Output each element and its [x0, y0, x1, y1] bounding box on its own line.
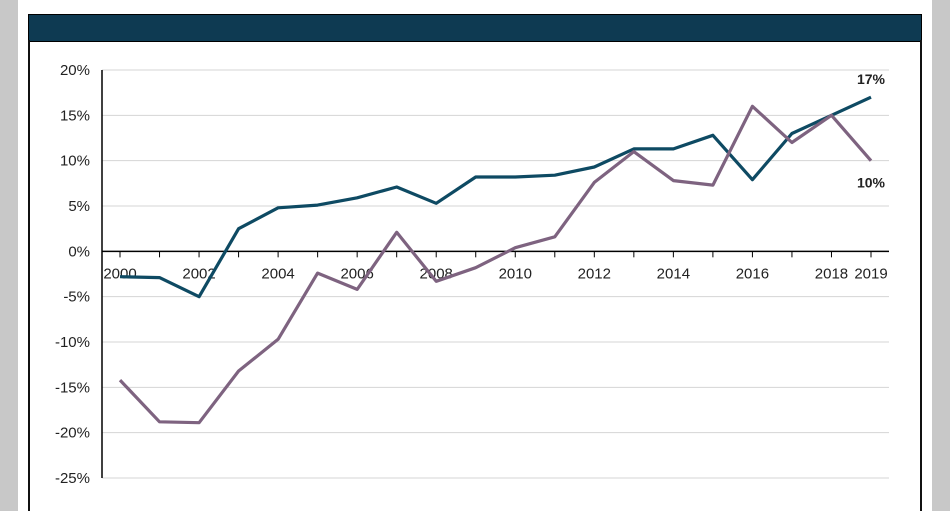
frame-left-border: [28, 40, 30, 511]
frame-right-border: [920, 40, 922, 511]
x-tick-label: 2016: [736, 265, 769, 282]
y-tick-label: -10%: [55, 334, 90, 351]
x-tick-label: 2004: [261, 265, 294, 282]
end-data-label: 10%: [857, 175, 886, 191]
x-tick-label: 2018: [815, 265, 848, 282]
x-tick-label: 2012: [578, 265, 611, 282]
y-tick-label: 15%: [60, 107, 90, 124]
y-tick-label: -15%: [55, 379, 90, 396]
x-tick-label: 2014: [657, 265, 690, 282]
y-tick-label: 20%: [60, 62, 90, 79]
y-tick-label: -25%: [55, 470, 90, 487]
y-tick-label: 5%: [68, 198, 90, 215]
end-data-label: 17%: [857, 71, 886, 87]
y-tick-label: 0%: [68, 243, 90, 260]
y-tick-label: -20%: [55, 425, 90, 442]
x-tick-label: 2019: [854, 265, 887, 282]
chart-title-bar: [28, 14, 922, 42]
series-line-2: [118, 104, 873, 425]
chart-page: [18, 0, 932, 511]
y-tick-label: -5%: [63, 289, 90, 306]
x-tick-label: 2000: [103, 265, 136, 282]
y-tick-label: 10%: [60, 153, 90, 170]
x-tick-label: 2002: [182, 265, 215, 282]
x-tick-label: 2010: [499, 265, 532, 282]
series-line-1: [119, 95, 872, 299]
